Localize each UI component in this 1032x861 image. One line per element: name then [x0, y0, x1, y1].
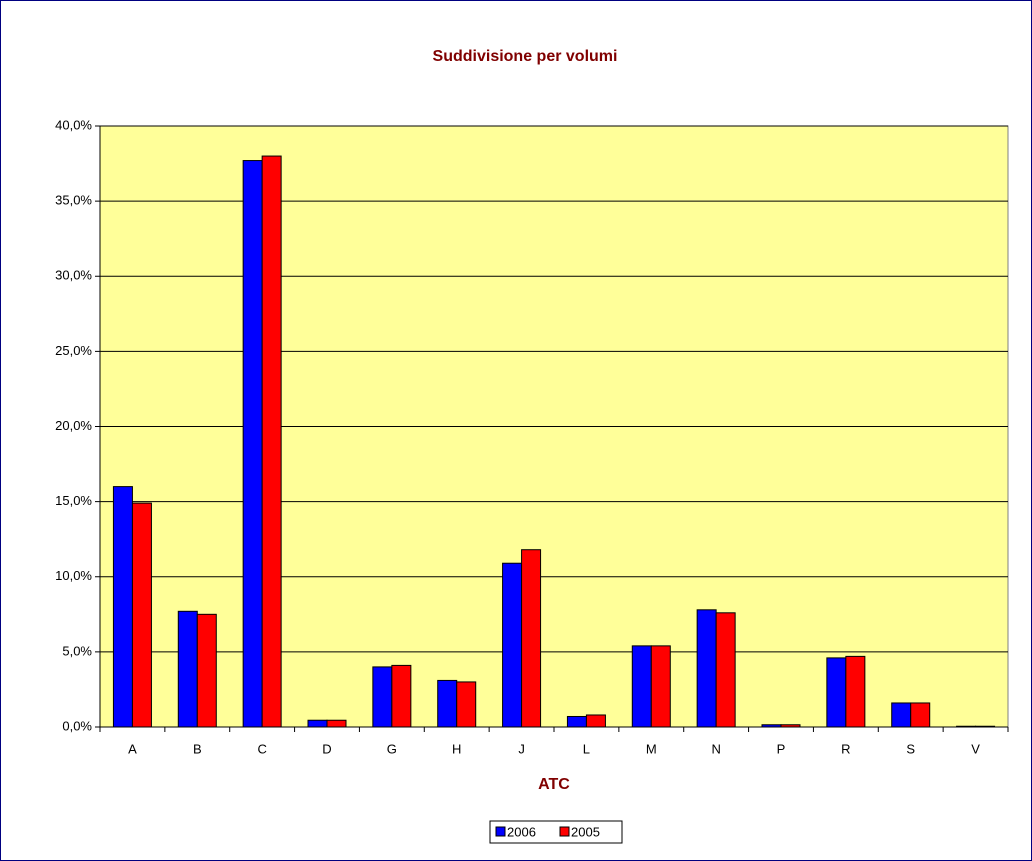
x-tick-label: C — [257, 741, 266, 756]
chart-title: Suddivisione per volumi — [433, 48, 618, 65]
x-tick-label: R — [841, 741, 850, 756]
bar — [715, 612, 736, 728]
x-tick-label: S — [906, 741, 915, 756]
x-tick-label: H — [452, 741, 461, 756]
bar — [566, 715, 587, 728]
x-tick-label: V — [971, 741, 980, 756]
bar — [956, 725, 977, 728]
bar — [261, 155, 282, 728]
y-tick-label: 25,0% — [55, 343, 92, 358]
bar — [112, 486, 133, 728]
x-tick-label: A — [128, 741, 137, 756]
legend-swatch — [495, 826, 506, 837]
x-tick-label: G — [387, 741, 397, 756]
x-tick-label: D — [322, 741, 331, 756]
bar — [521, 549, 542, 728]
bar — [242, 160, 263, 728]
bar — [196, 613, 217, 728]
bar — [307, 719, 328, 728]
bar — [650, 645, 671, 728]
bar — [437, 679, 458, 728]
bar — [910, 702, 931, 728]
bar — [585, 714, 606, 728]
y-tick-label: 5,0% — [62, 643, 92, 658]
bar — [177, 610, 198, 728]
bar — [696, 609, 717, 728]
y-tick-label: 30,0% — [55, 268, 92, 283]
bar — [780, 724, 801, 728]
x-axis-label: ATC — [538, 776, 570, 793]
bar — [391, 664, 412, 728]
bar — [131, 502, 152, 728]
bar — [845, 655, 866, 728]
y-tick-label: 0,0% — [62, 718, 92, 733]
y-tick-label: 35,0% — [55, 193, 92, 208]
x-tick-label: N — [711, 741, 720, 756]
legend-label: 2006 — [507, 824, 536, 839]
legend-swatch — [559, 826, 570, 837]
bar — [326, 719, 347, 728]
x-tick-label: L — [583, 741, 590, 756]
y-tick-label: 15,0% — [55, 493, 92, 508]
x-tick-label: M — [646, 741, 657, 756]
y-tick-label: 20,0% — [55, 418, 92, 433]
x-tick-label: B — [193, 741, 202, 756]
bar — [761, 724, 782, 728]
legend-label: 2005 — [571, 824, 600, 839]
bar — [975, 725, 996, 728]
legend-box — [489, 820, 623, 844]
bar — [891, 702, 912, 728]
y-tick-label: 10,0% — [55, 568, 92, 583]
bar — [372, 666, 393, 728]
bar — [631, 645, 652, 728]
x-tick-label: P — [777, 741, 786, 756]
bar — [502, 562, 523, 728]
y-tick-label: 40,0% — [55, 117, 92, 132]
x-tick-label: J — [518, 741, 525, 756]
bar — [456, 681, 477, 728]
bar — [826, 657, 847, 728]
